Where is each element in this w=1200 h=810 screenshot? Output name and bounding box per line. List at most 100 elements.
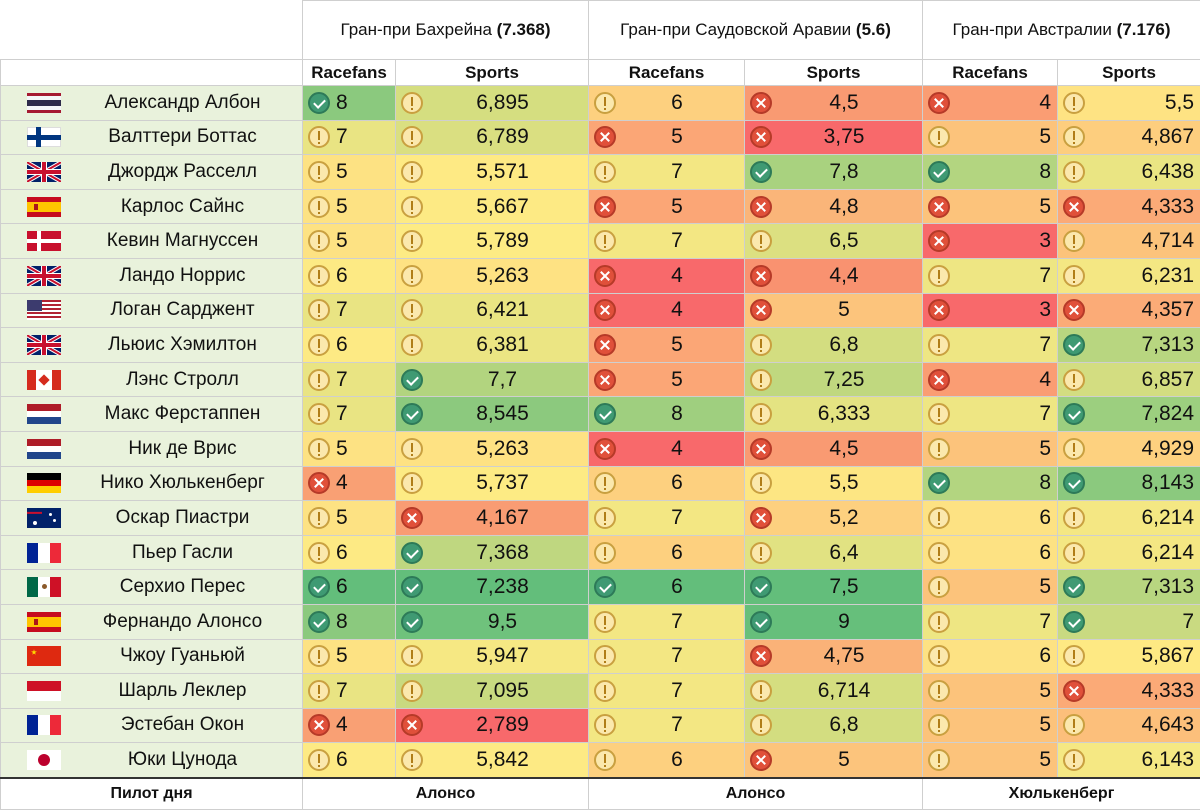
rating-cell-bahrain-racefans[interactable]: 6 [303,328,396,363]
rating-cell-australia-racefans[interactable]: 5 [923,674,1058,709]
rating-cell-saudi-sports[interactable]: 4,8 [745,189,923,224]
rating-cell-bahrain-sports[interactable]: 6,895 [396,86,589,121]
subheader-blank[interactable] [1,60,303,86]
rating-cell-saudi-racefans[interactable]: 5 [589,328,745,363]
corner-cell[interactable] [1,1,303,60]
rating-cell-bahrain-sports[interactable]: 5,667 [396,189,589,224]
rating-cell-australia-sports[interactable]: 6,214 [1058,535,1200,570]
rating-cell-saudi-sports[interactable]: 5 [745,743,923,778]
rating-cell-saudi-sports[interactable]: 4,75 [745,639,923,674]
rating-cell-australia-racefans[interactable]: 7 [923,258,1058,293]
rating-cell-australia-sports[interactable]: 4,929 [1058,431,1200,466]
rating-cell-australia-sports[interactable]: 6,438 [1058,155,1200,190]
rating-cell-bahrain-racefans[interactable]: 5 [303,155,396,190]
rating-cell-australia-sports[interactable]: 4,357 [1058,293,1200,328]
rating-cell-bahrain-sports[interactable]: 5,571 [396,155,589,190]
driver-name-cell[interactable]: Нико Хюлькенберг [1,466,303,501]
rating-cell-bahrain-racefans[interactable]: 8 [303,86,396,121]
rating-cell-saudi-sports[interactable]: 4,5 [745,86,923,121]
rating-cell-bahrain-racefans[interactable]: 5 [303,224,396,259]
rating-cell-australia-racefans[interactable]: 7 [923,328,1058,363]
rating-cell-saudi-sports[interactable]: 5 [745,293,923,328]
rating-cell-australia-sports[interactable]: 4,333 [1058,189,1200,224]
driver-name-cell[interactable]: Юки Цунода [1,743,303,778]
rating-cell-bahrain-sports[interactable]: 5,263 [396,431,589,466]
rating-cell-bahrain-racefans[interactable]: 4 [303,708,396,743]
driver-name-cell[interactable]: Логан Сарджент [1,293,303,328]
rating-cell-bahrain-racefans[interactable]: 5 [303,189,396,224]
rating-cell-australia-sports[interactable]: 6,143 [1058,743,1200,778]
subheader-racefans[interactable]: Racefans [589,60,745,86]
rating-cell-saudi-sports[interactable]: 6,333 [745,397,923,432]
rating-cell-saudi-racefans[interactable]: 6 [589,535,745,570]
rating-cell-bahrain-sports[interactable]: 9,5 [396,604,589,639]
rating-cell-bahrain-sports[interactable]: 6,789 [396,120,589,155]
rating-cell-bahrain-sports[interactable]: 6,421 [396,293,589,328]
rating-cell-saudi-racefans[interactable]: 4 [589,258,745,293]
driver-name-cell[interactable]: Чжоу Гуаньюй [1,639,303,674]
rating-cell-saudi-sports[interactable]: 5,2 [745,501,923,536]
rating-cell-saudi-sports[interactable]: 7,5 [745,570,923,605]
rating-cell-saudi-sports[interactable]: 4,5 [745,431,923,466]
rating-cell-saudi-racefans[interactable]: 6 [589,570,745,605]
rating-cell-bahrain-sports[interactable]: 8,545 [396,397,589,432]
rating-cell-australia-racefans[interactable]: 8 [923,155,1058,190]
driver-of-day-australia[interactable]: Хюлькенберг [923,778,1200,810]
rating-cell-bahrain-racefans[interactable]: 5 [303,431,396,466]
driver-name-cell[interactable]: Карлос Сайнс [1,189,303,224]
rating-cell-saudi-racefans[interactable]: 5 [589,120,745,155]
driver-name-cell[interactable]: Льюис Хэмилтон [1,328,303,363]
rating-cell-bahrain-racefans[interactable]: 6 [303,743,396,778]
rating-cell-bahrain-sports[interactable]: 7,095 [396,674,589,709]
rating-cell-australia-racefans[interactable]: 4 [923,86,1058,121]
driver-of-day-saudi[interactable]: Алонсо [589,778,923,810]
rating-cell-saudi-racefans[interactable]: 5 [589,362,745,397]
rating-cell-saudi-sports[interactable]: 4,4 [745,258,923,293]
rating-cell-australia-racefans[interactable]: 6 [923,535,1058,570]
driver-name-cell[interactable]: Серхио Перес [1,570,303,605]
gp-header-saudi[interactable]: Гран-при Саудовской Аравии (5.6) [589,1,923,60]
subheader-sports[interactable]: Sports [396,60,589,86]
driver-name-cell[interactable]: Фернандо Алонсо [1,604,303,639]
rating-cell-bahrain-sports[interactable]: 5,263 [396,258,589,293]
gp-header-australia[interactable]: Гран-при Австралии (7.176) [923,1,1200,60]
rating-cell-australia-racefans[interactable]: 5 [923,120,1058,155]
rating-cell-saudi-sports[interactable]: 6,8 [745,708,923,743]
subheader-racefans[interactable]: Racefans [303,60,396,86]
rating-cell-saudi-racefans[interactable]: 6 [589,86,745,121]
rating-cell-bahrain-racefans[interactable]: 7 [303,120,396,155]
rating-cell-australia-sports[interactable]: 5,867 [1058,639,1200,674]
rating-cell-australia-racefans[interactable]: 6 [923,501,1058,536]
rating-cell-bahrain-sports[interactable]: 7,368 [396,535,589,570]
driver-name-cell[interactable]: Ландо Норрис [1,258,303,293]
rating-cell-saudi-racefans[interactable]: 7 [589,674,745,709]
rating-cell-australia-racefans[interactable]: 8 [923,466,1058,501]
rating-cell-australia-sports[interactable]: 7,824 [1058,397,1200,432]
rating-cell-saudi-sports[interactable]: 7,8 [745,155,923,190]
driver-name-cell[interactable]: Лэнс Стролл [1,362,303,397]
rating-cell-australia-sports[interactable]: 4,643 [1058,708,1200,743]
driver-name-cell[interactable]: Эстебан Окон [1,708,303,743]
rating-cell-australia-sports[interactable]: 4,714 [1058,224,1200,259]
driver-name-cell[interactable]: Ник де Врис [1,431,303,466]
rating-cell-saudi-racefans[interactable]: 7 [589,501,745,536]
rating-cell-saudi-racefans[interactable]: 7 [589,639,745,674]
subheader-sports[interactable]: Sports [1058,60,1200,86]
rating-cell-australia-sports[interactable]: 8,143 [1058,466,1200,501]
rating-cell-australia-sports[interactable]: 7,313 [1058,570,1200,605]
rating-cell-australia-sports[interactable]: 7,313 [1058,328,1200,363]
rating-cell-saudi-sports[interactable]: 6,8 [745,328,923,363]
driver-name-cell[interactable]: Валттери Боттас [1,120,303,155]
rating-cell-australia-racefans[interactable]: 3 [923,293,1058,328]
rating-cell-saudi-racefans[interactable]: 4 [589,431,745,466]
rating-cell-australia-racefans[interactable]: 5 [923,743,1058,778]
rating-cell-saudi-sports[interactable]: 9 [745,604,923,639]
rating-cell-bahrain-sports[interactable]: 6,381 [396,328,589,363]
rating-cell-bahrain-sports[interactable]: 5,789 [396,224,589,259]
rating-cell-saudi-racefans[interactable]: 7 [589,604,745,639]
rating-cell-saudi-racefans[interactable]: 7 [589,708,745,743]
rating-cell-australia-racefans[interactable]: 7 [923,397,1058,432]
subheader-racefans[interactable]: Racefans [923,60,1058,86]
rating-cell-bahrain-racefans[interactable]: 7 [303,674,396,709]
rating-cell-australia-sports[interactable]: 6,231 [1058,258,1200,293]
